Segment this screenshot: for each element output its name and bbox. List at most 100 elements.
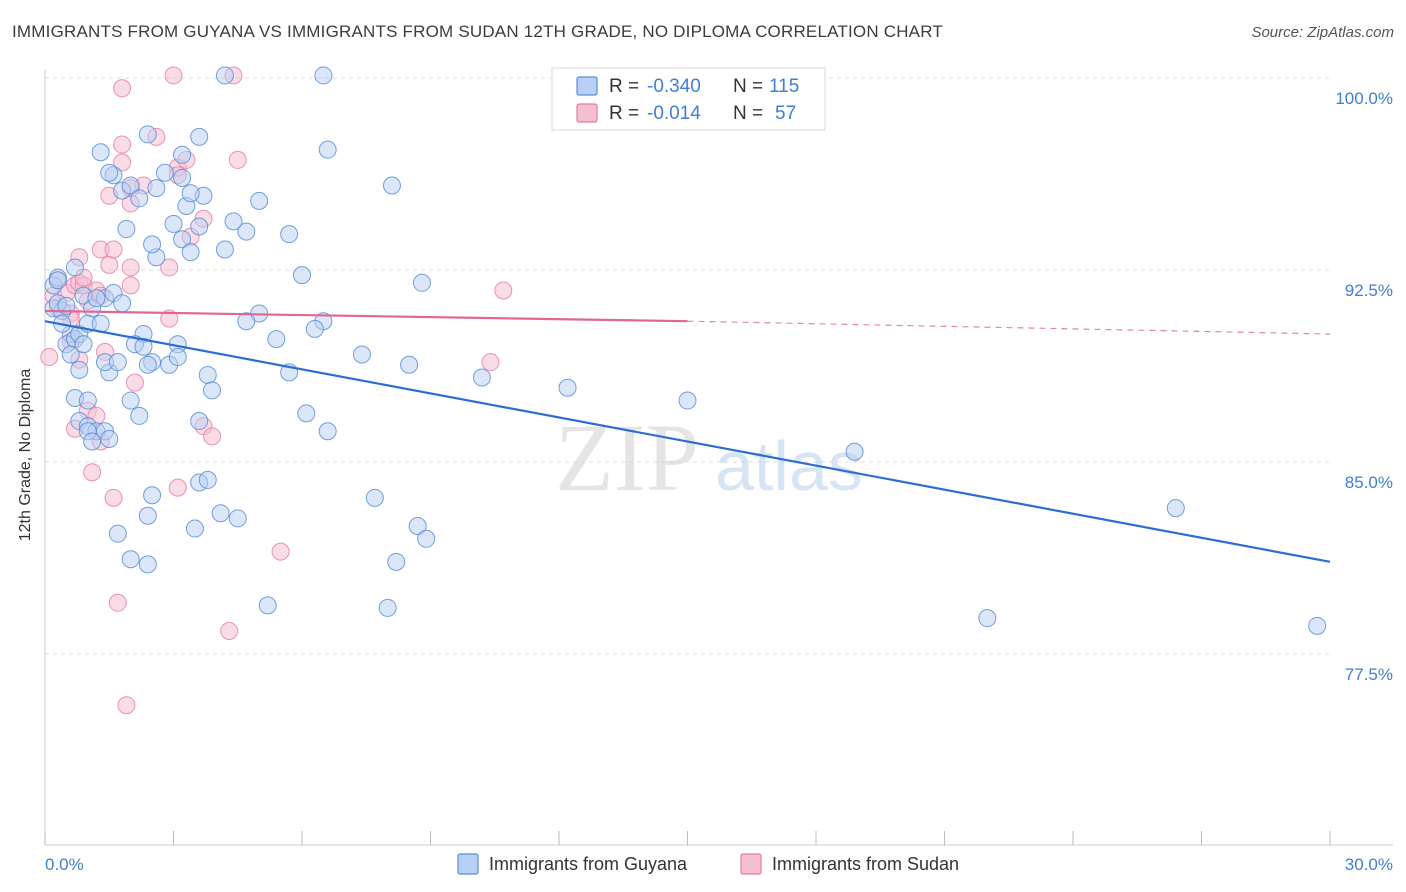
data-point-sudan: [121, 276, 140, 295]
data-point-guyana: [185, 519, 204, 538]
data-point-guyana: [100, 163, 119, 182]
legend-r-value-guyana: -0.340: [647, 76, 701, 97]
data-point-guyana: [113, 294, 132, 313]
data-point-guyana: [267, 330, 286, 349]
data-point-guyana: [147, 179, 166, 198]
data-point-sudan: [113, 79, 132, 98]
axes: [44, 70, 1393, 846]
data-point-guyana: [143, 486, 162, 505]
data-point-guyana: [181, 184, 200, 203]
data-point-guyana: [130, 406, 149, 425]
data-point-sudan: [220, 621, 239, 640]
chart-title: IMMIGRANTS FROM GUYANA VS IMMIGRANTS FRO…: [12, 22, 943, 41]
data-point-guyana: [138, 506, 157, 525]
data-point-guyana: [83, 432, 102, 451]
data-point-guyana: [121, 550, 140, 569]
y-tick-label: 100.0%: [1335, 89, 1393, 108]
data-point-guyana: [293, 266, 311, 285]
data-point-guyana: [400, 355, 419, 374]
x-tick-labels: 0.0% 30.0%: [45, 855, 1393, 874]
x-tick-label-min: 0.0%: [45, 855, 84, 874]
data-point-guyana: [228, 509, 247, 528]
data-point-guyana: [472, 368, 491, 387]
data-point-sudan: [100, 255, 119, 274]
data-point-guyana: [138, 355, 157, 374]
legend-swatch-sudan: [576, 103, 598, 123]
data-point-guyana: [678, 391, 697, 410]
data-point-guyana: [121, 176, 140, 195]
data-point-guyana: [215, 66, 234, 85]
data-point-sudan: [481, 353, 500, 372]
data-point-guyana: [87, 289, 106, 308]
data-point-guyana: [121, 391, 140, 410]
data-point-sudan: [494, 281, 513, 300]
watermark-atlas: atlas: [715, 427, 863, 505]
data-point-sudan: [83, 463, 102, 482]
data-point-guyana: [100, 429, 119, 448]
data-point-sudan: [40, 348, 59, 367]
series-legend: Immigrants from Guyana Immigrants from S…: [457, 853, 959, 875]
data-point-sudan: [125, 373, 144, 392]
chart-source: Source: ZipAtlas.com: [1251, 24, 1394, 41]
data-point-guyana: [164, 214, 183, 233]
data-point-guyana: [978, 609, 997, 628]
data-point-guyana: [305, 319, 324, 338]
data-point-sudan: [104, 240, 123, 259]
series-guyana-points: [44, 66, 1327, 635]
data-point-guyana: [155, 163, 174, 182]
data-point-sudan: [160, 309, 179, 328]
legend-swatch-guyana: [576, 76, 598, 96]
data-point-guyana: [845, 442, 864, 461]
data-point-guyana: [417, 529, 436, 548]
data-point-guyana: [134, 337, 153, 356]
data-point-guyana: [168, 348, 187, 367]
data-point-guyana: [57, 296, 76, 315]
data-point-guyana: [408, 517, 427, 535]
data-point-sudan: [117, 696, 136, 715]
data-point-guyana: [318, 140, 337, 159]
legend-n-label-sudan: N =: [733, 103, 763, 124]
data-point-guyana: [382, 176, 401, 195]
data-point-guyana: [130, 189, 149, 208]
data-point-guyana: [190, 127, 209, 146]
data-point-guyana: [352, 345, 371, 364]
data-point-guyana: [190, 412, 209, 431]
data-point-guyana: [1166, 499, 1185, 518]
data-point-guyana: [211, 504, 230, 523]
legend-item-sudan-swatch: [740, 853, 762, 875]
data-point-guyana: [181, 243, 200, 262]
legend-n-label-guyana: N =: [733, 76, 763, 97]
data-point-guyana: [237, 312, 256, 331]
trend-lines: [44, 309, 1331, 563]
trend-line-guyana: [44, 320, 1331, 563]
trend-line-sudan-extrapolated: [687, 320, 1331, 335]
data-point-guyana: [387, 552, 406, 571]
data-point-guyana: [250, 191, 269, 210]
legend-n-value-guyana: 115: [769, 76, 799, 97]
stats-legend: R = -0.340 N = 115 R = -0.014 N = 57: [551, 67, 826, 131]
data-point-sudan: [121, 258, 140, 277]
legend-r-label-sudan: R =: [609, 103, 639, 124]
data-point-sudan: [164, 66, 183, 85]
data-point-sudan: [271, 542, 290, 561]
data-point-guyana: [198, 470, 217, 489]
data-point-guyana: [280, 225, 299, 244]
data-point-guyana: [173, 230, 192, 249]
data-point-guyana: [297, 404, 316, 423]
data-point-guyana: [365, 488, 384, 507]
data-point-sudan: [228, 150, 247, 169]
legend-item-guyana-swatch: [457, 853, 479, 875]
data-point-guyana: [203, 381, 222, 400]
data-point-guyana: [378, 598, 397, 617]
legend-r-value-sudan: -0.014: [647, 103, 701, 124]
data-point-guyana: [1308, 616, 1327, 635]
data-point-guyana: [198, 365, 217, 384]
data-point-sudan: [104, 488, 123, 507]
data-point-guyana: [138, 125, 157, 144]
watermark: ZIP atlas: [555, 404, 863, 511]
data-point-guyana: [215, 240, 234, 259]
data-point-sudan: [203, 427, 222, 446]
legend-n-value-sudan: 57: [775, 103, 796, 124]
x-tick-label-max: 30.0%: [1345, 855, 1393, 874]
data-point-guyana: [117, 220, 136, 239]
